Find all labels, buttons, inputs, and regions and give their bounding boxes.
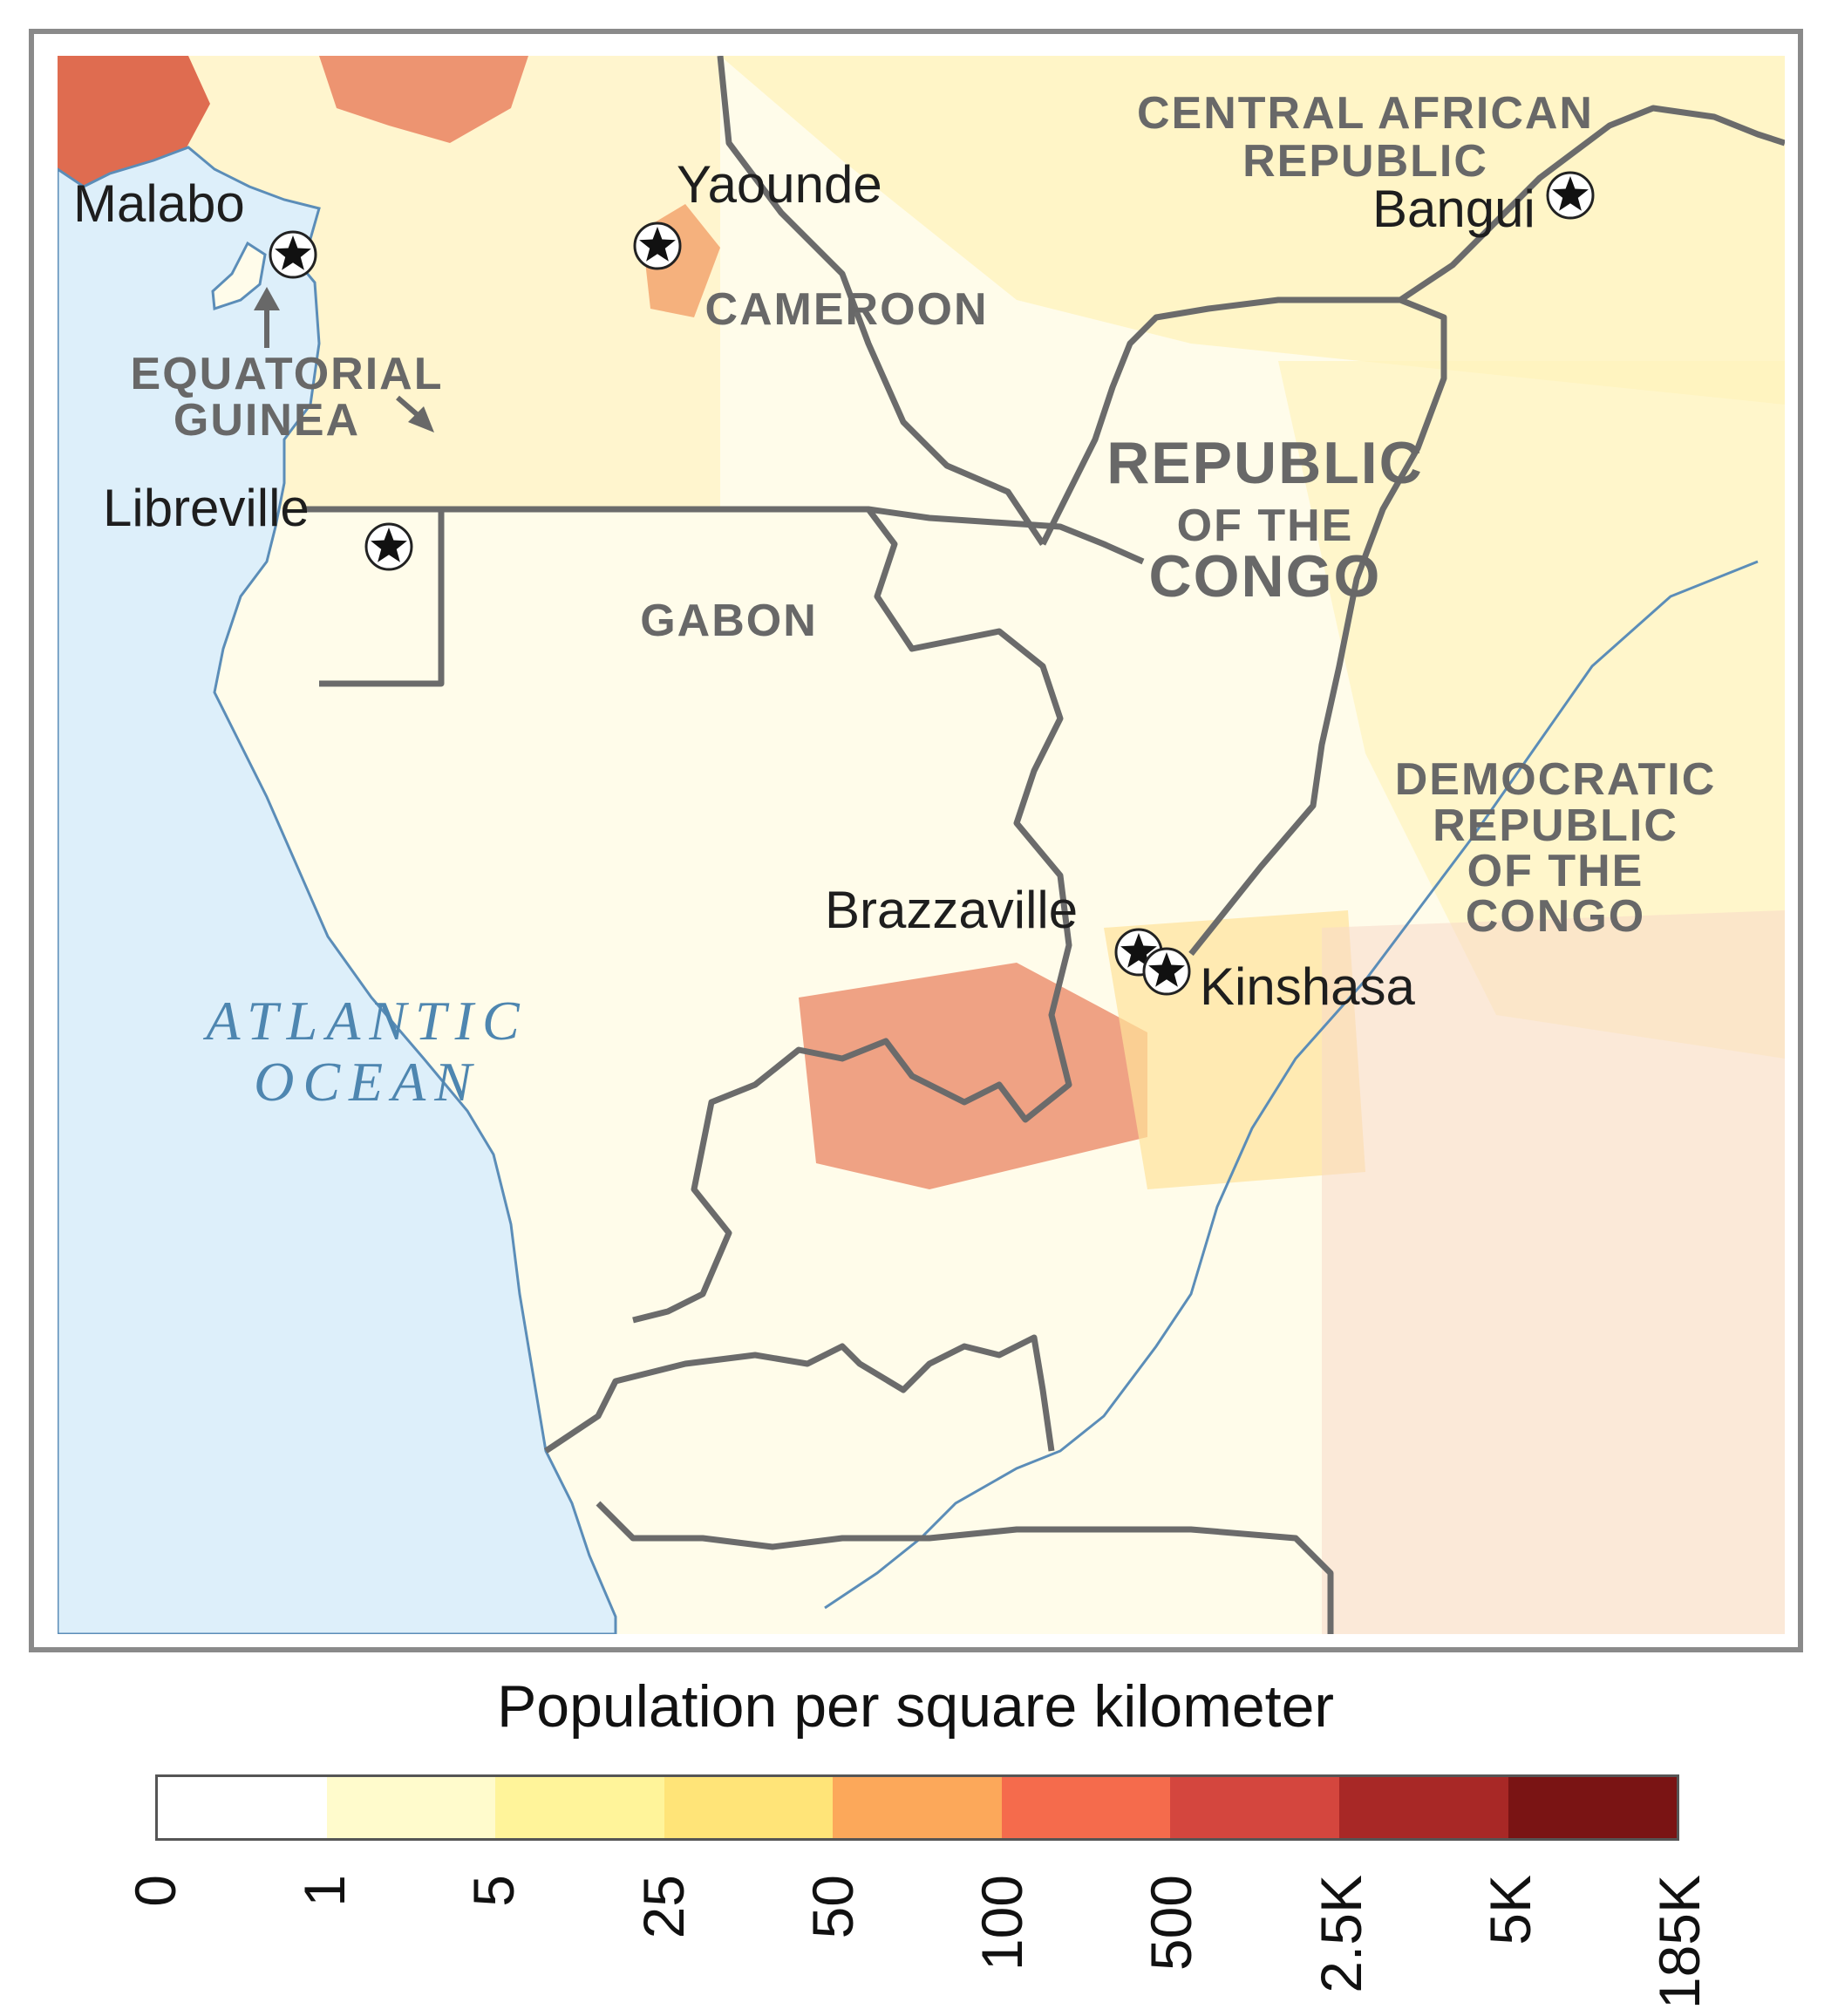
legend-tick-label: 2.5K (1308, 1875, 1373, 1993)
label-yaounde: Yaounde (677, 155, 882, 214)
legend-swatch-3 (664, 1777, 834, 1838)
label-car-line1: CENTRAL AFRICAN (1137, 88, 1594, 139)
legend-tick-label: 185K (1647, 1875, 1712, 2010)
bas-congo-dense (799, 963, 1147, 1189)
label-ocean-line2: OCEAN (254, 1051, 480, 1113)
congo-river (824, 560, 1759, 1610)
label-eq-guinea-line1: EQUATORIAL (131, 349, 444, 399)
arrowhead-bioko (254, 287, 280, 310)
legend-swatch-8 (1508, 1777, 1678, 1838)
capital-star-bangui (1546, 171, 1595, 220)
label-drc-line2: REPUBLIC (1433, 800, 1678, 851)
legend-title: Population per square kilometer (496, 1673, 1335, 1740)
border-angola-north (596, 1501, 1334, 1634)
legend-tick-label: 1 (292, 1875, 357, 1907)
label-car-line2: REPUBLIC (1242, 136, 1488, 187)
capital-star-malabo (269, 230, 317, 279)
legend-tick-label: 100 (970, 1875, 1035, 1972)
cameroon-littoral-dense (319, 56, 528, 143)
border-cameroon-south (441, 506, 1145, 565)
eq-guinea-arrows (254, 287, 434, 432)
capital-markers (269, 171, 1595, 996)
legend-swatch-2 (495, 1777, 664, 1838)
legend-swatch-4 (833, 1777, 1002, 1838)
legend-tick-label: 500 (1139, 1875, 1204, 1972)
drc-east-tint (1278, 361, 1785, 1059)
border-roc-southwest (544, 1334, 1055, 1454)
label-gabon: GABON (640, 596, 818, 646)
label-cameroon: CAMEROON (704, 284, 988, 335)
label-bangui: Bangui (1372, 180, 1535, 238)
car-tint (720, 56, 1785, 405)
drc-south-dots (1322, 910, 1785, 1634)
atlantic-ocean (58, 146, 617, 1634)
map-frame: CENTRAL AFRICAN REPUBLIC CAMEROON EQUATO… (29, 29, 1803, 1652)
border-roc-car (1039, 296, 1447, 957)
label-drc-line3: OF THE (1467, 846, 1644, 896)
legend-swatch-7 (1338, 1777, 1508, 1838)
label-roc-line2: OF THE (1177, 501, 1354, 551)
legend-tick-label: 5 (461, 1875, 527, 1907)
national-borders (306, 56, 1785, 1634)
capital-star-libreville (364, 522, 413, 571)
label-drc-line4: CONGO (1466, 891, 1645, 942)
label-kinshasa: Kinshasa (1200, 957, 1415, 1016)
legend-tick-label: 50 (800, 1875, 865, 1939)
legend-tick-label: 5K (1477, 1875, 1542, 1945)
legend-tick-label: 25 (630, 1875, 696, 1939)
border-cameroon-gabon (306, 506, 445, 687)
arrowhead-rio-muni (408, 406, 434, 432)
label-roc-line1: REPUBLIC (1106, 430, 1424, 496)
label-roc-line3: CONGO (1149, 543, 1382, 610)
bioko-island (211, 241, 267, 311)
label-ocean-line1: ATLANTIC (202, 990, 528, 1052)
legend-swatch-5 (1001, 1777, 1171, 1838)
border-car-drc (1399, 105, 1785, 303)
legend-swatch-6 (1170, 1777, 1339, 1838)
map: CENTRAL AFRICAN REPUBLIC CAMEROON EQUATO… (58, 56, 1785, 1634)
label-malabo: Malabo (73, 174, 245, 233)
legend-swatch-0 (158, 1777, 327, 1838)
border-cameroon-car (717, 56, 1045, 546)
legend-color-bar (155, 1774, 1679, 1841)
capital-star-yaounde (633, 221, 682, 270)
label-libreville: Libreville (103, 479, 310, 537)
legend-swatch-1 (326, 1777, 496, 1838)
legend-tick-label: 0 (123, 1875, 187, 1907)
label-brazzaville: Brazzaville (825, 881, 1078, 939)
border-roc-gabon (632, 507, 1072, 1324)
capital-star-kinshasa (1142, 947, 1191, 996)
label-eq-guinea-line2: GUINEA (174, 395, 360, 446)
label-drc-line1: DEMOCRATIC (1395, 754, 1717, 805)
